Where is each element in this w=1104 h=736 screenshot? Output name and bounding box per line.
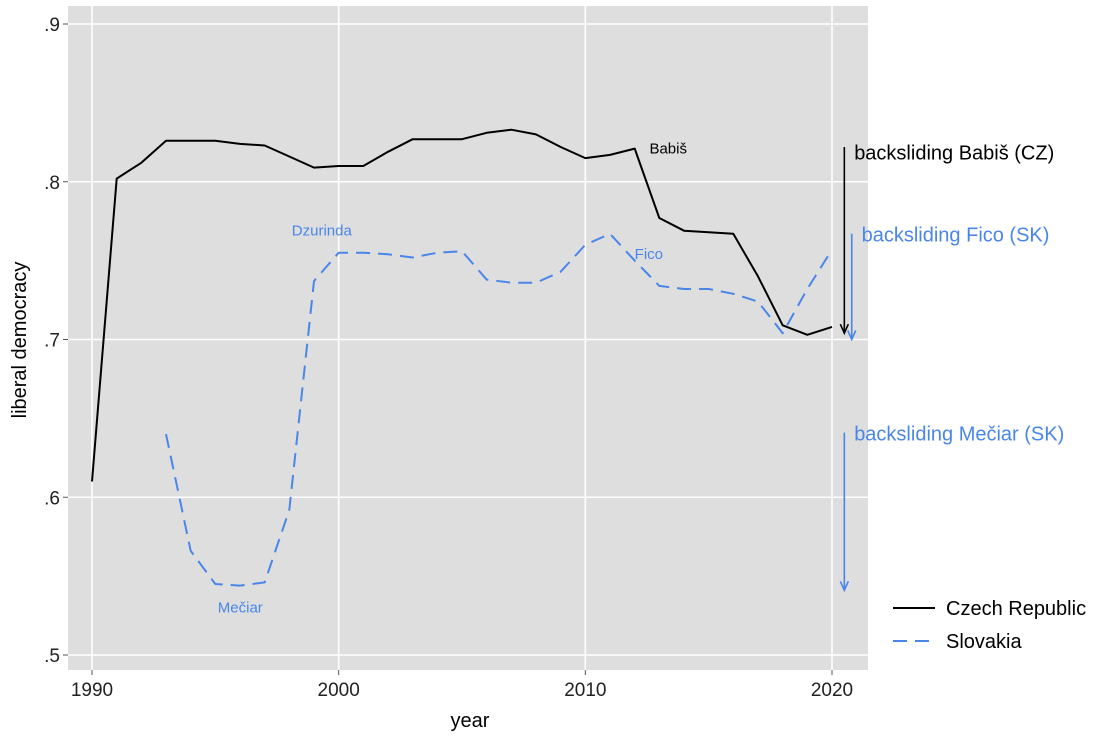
x-tick-label: 2000	[318, 680, 360, 701]
series-lines	[91, 128, 833, 587]
x-axis: 1990 2000 2010 2020	[71, 670, 853, 701]
y-tick-label: .8	[44, 173, 60, 194]
legend-label-slovakia: Slovakia	[946, 631, 1022, 653]
x-tick-label: 1990	[71, 680, 113, 701]
plot-background	[68, 6, 868, 670]
arrow-head	[839, 580, 850, 593]
legend-label-czech: Czech Republic	[946, 598, 1086, 620]
annotation-label: Babiš	[649, 140, 687, 157]
series-line-slovakia	[165, 232, 833, 587]
arrows	[839, 147, 857, 593]
arrow-head	[847, 330, 857, 342]
annotation-label: backsliding Mečiar (SK)	[854, 423, 1064, 445]
y-tick-label: .9	[44, 15, 60, 36]
annotation-label: Fico	[635, 246, 663, 263]
annotation-label: backsliding Babiš (CZ)	[854, 143, 1054, 165]
arrow-head	[839, 323, 850, 336]
annotations: Babiš Dzurinda Fico Mečiar backsliding Babiš…	[218, 140, 1064, 616]
x-tick-label: 2010	[564, 680, 606, 701]
y-tick-label: .7	[44, 331, 60, 352]
y-axis: .5 .6 .7 .8 .9	[44, 15, 68, 667]
x-axis-title: year	[451, 710, 490, 732]
y-tick-label: .6	[44, 488, 60, 509]
annotation-label: Mečiar	[218, 599, 263, 616]
annotation-label: backsliding Fico (SK)	[862, 225, 1050, 247]
y-tick-label: .5	[44, 646, 60, 667]
legend: Czech Republic Slovakia	[893, 598, 1086, 653]
series-line-czech-republic	[91, 128, 833, 482]
grid	[68, 6, 868, 670]
x-tick-label: 2020	[811, 680, 853, 701]
y-axis-title: liberal democracy	[9, 262, 31, 419]
annotation-label: Dzurinda	[292, 222, 353, 239]
